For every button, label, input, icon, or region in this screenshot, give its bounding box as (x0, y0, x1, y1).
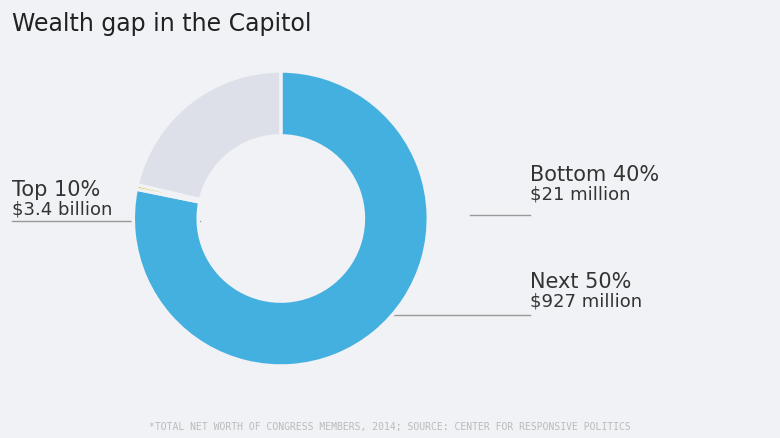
Wedge shape (133, 72, 428, 366)
Wedge shape (137, 72, 281, 200)
Text: Top 10%: Top 10% (12, 180, 101, 200)
Text: Wealth gap in the Capitol: Wealth gap in the Capitol (12, 12, 311, 36)
Text: Bottom 40%: Bottom 40% (530, 165, 659, 184)
Text: $3.4 billion: $3.4 billion (12, 201, 112, 219)
Text: Next 50%: Next 50% (530, 272, 631, 291)
Wedge shape (136, 185, 200, 202)
Text: $21 million: $21 million (530, 186, 630, 204)
Text: *TOTAL NET WORTH OF CONGRESS MEMBERS, 2014; SOURCE: CENTER FOR RESPONSIVE POLITI: *TOTAL NET WORTH OF CONGRESS MEMBERS, 20… (149, 421, 631, 431)
Text: $927 million: $927 million (530, 292, 642, 310)
